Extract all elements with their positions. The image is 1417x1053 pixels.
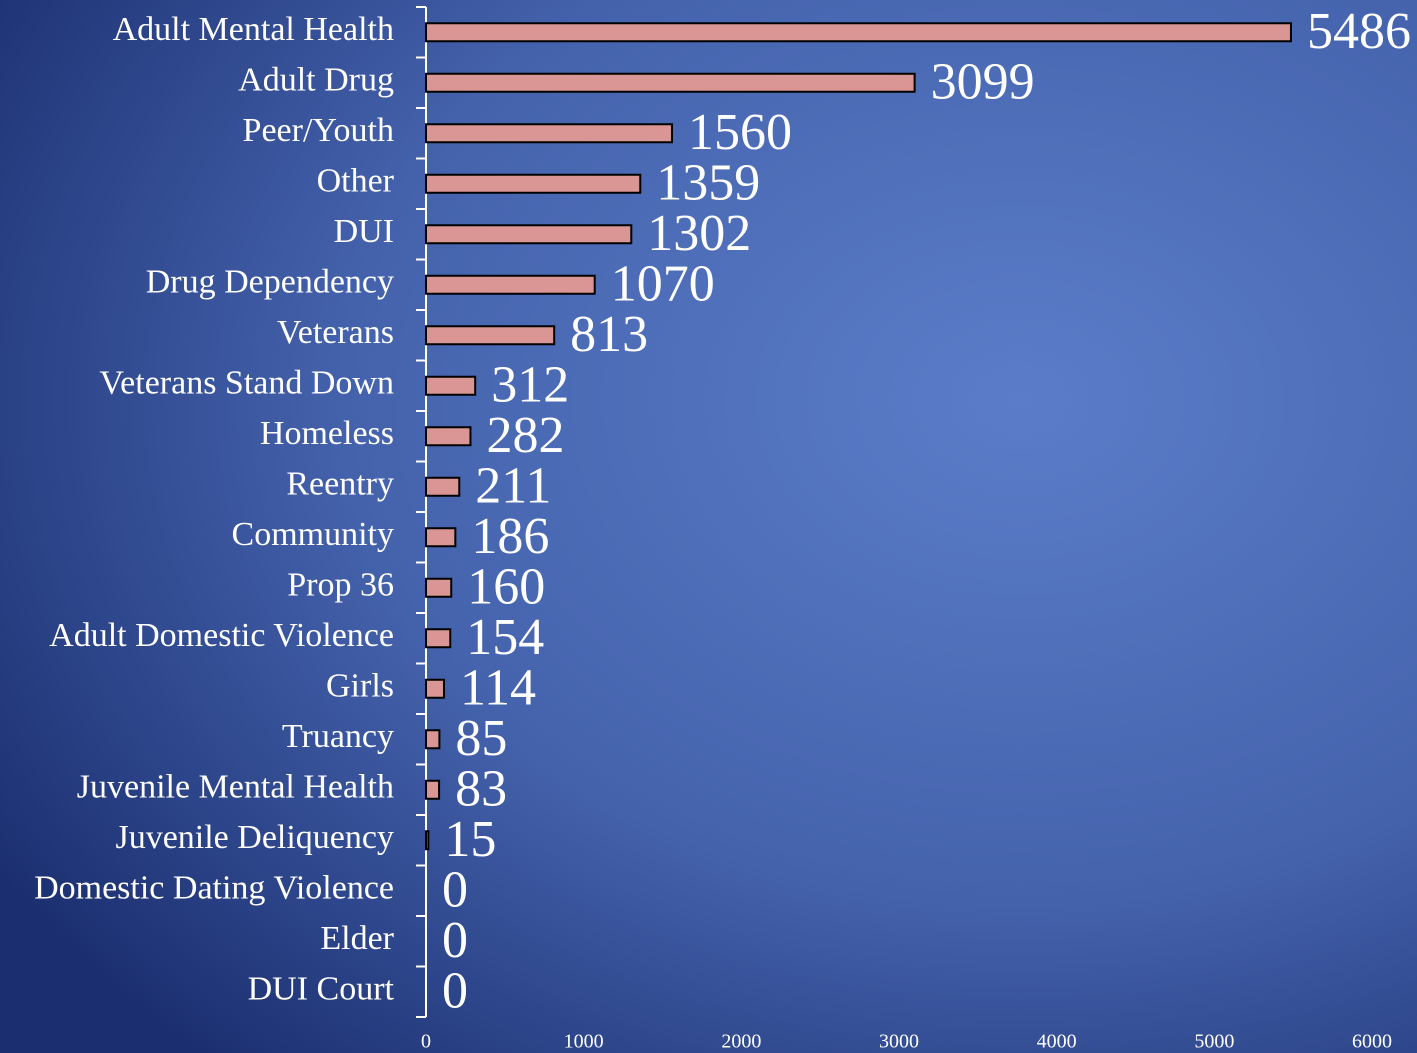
- value-label: 1359: [656, 155, 760, 212]
- bar: [425, 830, 430, 851]
- value-label: 312: [491, 357, 569, 414]
- y-tick-label: Adult Domestic Violence: [49, 617, 394, 654]
- x-tick-label: 5000: [1194, 1031, 1234, 1053]
- value-label: 0: [442, 963, 468, 1020]
- y-tick-label: Girls: [326, 668, 394, 705]
- value-label: 3099: [931, 54, 1035, 111]
- bar: [425, 173, 642, 194]
- value-label: 282: [486, 407, 564, 464]
- value-label: 813: [570, 306, 648, 363]
- value-label: 5486: [1307, 3, 1411, 60]
- bar: [425, 325, 556, 346]
- y-tick-label: Homeless: [260, 415, 394, 452]
- y-tick-label: Elder: [320, 920, 394, 957]
- bar: [425, 729, 441, 750]
- bar: [425, 375, 477, 396]
- value-label: 160: [467, 559, 545, 616]
- y-tick-label: Veterans Stand Down: [99, 365, 394, 402]
- bar: [425, 274, 596, 295]
- value-label: 211: [475, 458, 551, 515]
- x-tick-label: 2000: [721, 1031, 761, 1053]
- value-label: 0: [442, 862, 468, 919]
- y-tick-label: Juvenile Deliquency: [115, 819, 394, 856]
- y-tick-label: DUI: [334, 213, 394, 250]
- value-label: 1560: [688, 104, 792, 161]
- x-tick-label: 3000: [879, 1031, 919, 1053]
- y-tick-label: Adult Mental Health: [113, 11, 394, 48]
- y-tick-label: Juvenile Mental Health: [77, 769, 394, 806]
- y-tick-label: Reentry: [286, 466, 394, 503]
- y-tick-label: Other: [317, 163, 395, 200]
- bar: [425, 22, 1292, 43]
- y-tick-label: DUI Court: [248, 971, 395, 1008]
- value-label: 85: [455, 710, 507, 767]
- value-label: 186: [471, 508, 549, 565]
- bar: [425, 628, 452, 649]
- value-label: 83: [455, 761, 507, 818]
- bar: [425, 577, 453, 598]
- value-label: 15: [444, 811, 496, 868]
- y-tick-label: Community: [232, 516, 394, 553]
- value-label: 114: [460, 660, 536, 717]
- bar: [425, 123, 673, 144]
- y-tick-label: Veterans: [277, 314, 394, 351]
- x-tick-label: 6000: [1352, 1031, 1392, 1053]
- bar: [425, 527, 457, 548]
- value-label: 1302: [647, 205, 751, 262]
- y-tick-label: Prop 36: [287, 567, 394, 604]
- y-tick-label: Truancy: [282, 718, 394, 755]
- x-tick-label: 4000: [1037, 1031, 1077, 1053]
- bar: [425, 779, 441, 800]
- x-tick-label: 0: [421, 1031, 431, 1053]
- value-label: 1070: [611, 256, 715, 313]
- bar: [425, 476, 461, 497]
- y-tick-label: Adult Drug: [238, 62, 394, 99]
- y-tick-label: Peer/Youth: [243, 112, 394, 149]
- bar: [425, 426, 472, 447]
- value-label: 0: [442, 912, 468, 969]
- value-label: 154: [466, 609, 544, 666]
- y-tick-label: Drug Dependency: [146, 264, 394, 301]
- x-tick-label: 1000: [564, 1031, 604, 1053]
- bar: [425, 72, 916, 93]
- bar: [425, 678, 445, 699]
- bar: [425, 224, 633, 245]
- y-tick-label: Domestic Dating Violence: [34, 870, 394, 907]
